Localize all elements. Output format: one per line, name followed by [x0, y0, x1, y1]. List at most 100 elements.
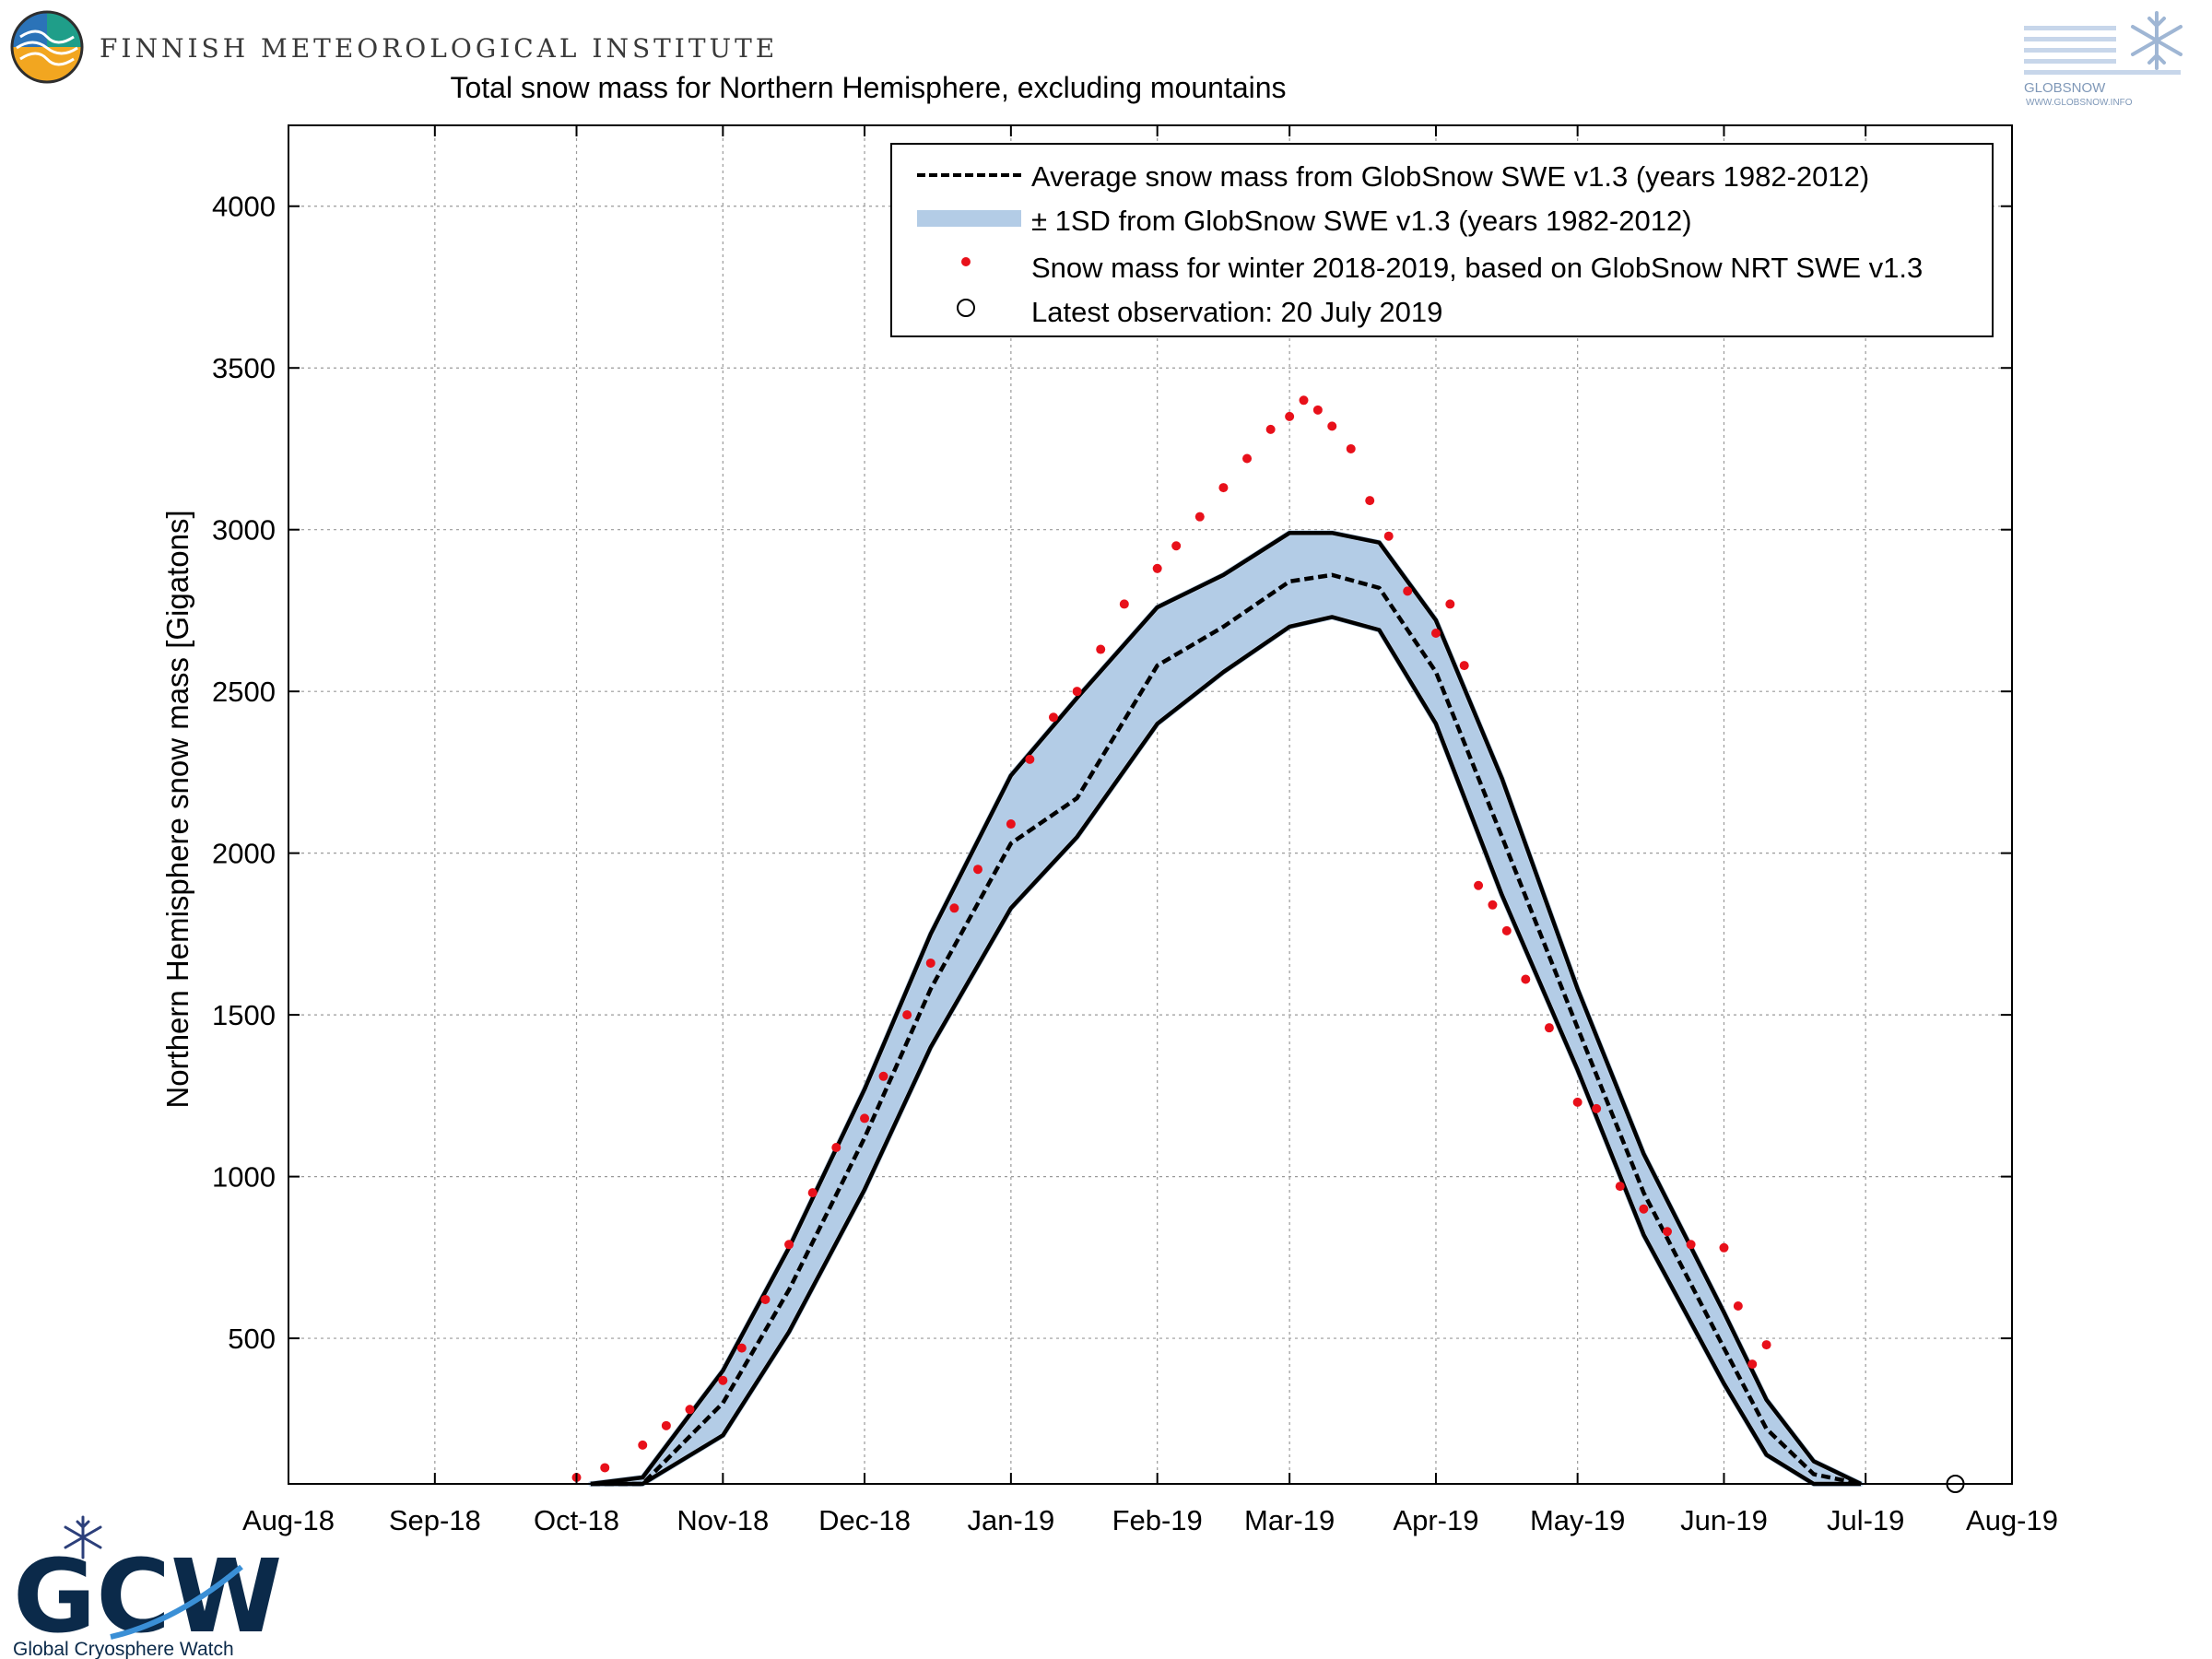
observed-point — [1615, 1182, 1625, 1192]
legend-average-label: Average snow mass from GlobSnow SWE v1.3… — [1031, 160, 1869, 193]
observed-point — [1733, 1300, 1743, 1311]
y-tick-label: 2000 — [212, 838, 276, 870]
observed-point — [760, 1294, 771, 1304]
x-tick-label: Oct-18 — [534, 1504, 619, 1536]
observed-point — [1072, 687, 1082, 697]
observed-point — [1218, 483, 1229, 493]
x-tick-label: Jul-19 — [1827, 1504, 1904, 1536]
observed-point — [1327, 421, 1337, 431]
x-tick-label: Aug-18 — [242, 1504, 335, 1536]
legend-latest-swatch — [957, 299, 975, 317]
observed-point — [784, 1240, 794, 1250]
observed-point — [1501, 925, 1512, 935]
observed-point — [1403, 586, 1413, 596]
average-line — [590, 572, 1862, 1487]
observed-point — [1242, 453, 1253, 464]
observed-point — [718, 1375, 728, 1385]
gcw-logo: GCW Global Cryosphere Watch — [13, 1515, 282, 1659]
x-tick-label: Sep-18 — [389, 1504, 481, 1536]
globsnow-name: GLOBSNOW — [2024, 80, 2106, 96]
y-tick-label: 1500 — [212, 999, 276, 1031]
observed-point — [1365, 496, 1375, 506]
observed-point — [1663, 1227, 1672, 1237]
observed-point — [1285, 411, 1295, 421]
observed-point — [1096, 644, 1106, 654]
observed-point — [949, 903, 959, 913]
x-tick-label: May-19 — [1530, 1504, 1625, 1536]
observed-point — [1719, 1242, 1729, 1253]
observed-point — [860, 1113, 870, 1124]
observed-point — [1686, 1240, 1696, 1250]
y-axis-label: Northern Hemisphere snow mass [Gigatons] — [160, 510, 194, 1108]
observed-point — [1459, 661, 1469, 671]
axis-ticks — [288, 125, 2013, 1484]
gcw-acronym: GCW — [13, 1537, 282, 1655]
observed-point — [1312, 405, 1323, 415]
observed-point — [1572, 1097, 1583, 1107]
gcw-snowflake-icon — [64, 1515, 102, 1559]
observed-point — [925, 958, 935, 968]
y-tick-label: 4000 — [212, 191, 276, 223]
observed-point — [638, 1440, 648, 1450]
legend-latest-label: Latest observation: 20 July 2019 — [1031, 296, 1442, 328]
x-tick-label: Dec-18 — [818, 1504, 911, 1536]
x-tick-labels: Aug-18 Sep-18 Oct-18 Nov-18 Dec-18 Jan-19 Feb-… — [242, 1504, 2058, 1536]
observed-point — [1544, 1023, 1554, 1033]
observed-point — [1474, 880, 1484, 890]
observed-point — [1171, 541, 1182, 551]
observed-point — [1639, 1204, 1649, 1214]
grid-lines — [288, 125, 2012, 1484]
legend-band-label: ± 1SD from GlobSnow SWE v1.3 (years 1982… — [1031, 205, 1692, 237]
observed-point — [902, 1010, 912, 1020]
observed-point — [807, 1188, 818, 1198]
globsnow-logo: GLOBSNOW WWW.GLOBSNOW.INFO — [2024, 11, 2183, 108]
legend: Average snow mass from GlobSnow SWE v1.3… — [890, 143, 1994, 337]
gcw-name: Global Cryosphere Watch — [13, 1639, 234, 1659]
legend-observed-label: Snow mass for winter 2018-2019, based on… — [1031, 252, 1923, 284]
observed-point — [1383, 531, 1394, 541]
observed-point — [1194, 512, 1205, 522]
y-tick-label: 2500 — [212, 676, 276, 708]
observed-point — [1025, 754, 1035, 764]
x-tick-label: Jun-19 — [1680, 1504, 1768, 1536]
y-tick-label: 1000 — [212, 1161, 276, 1194]
fmi-org-name: FINNISH METEOROLOGICAL INSTITUTE — [100, 33, 778, 64]
observed-point — [1265, 424, 1276, 434]
observed-point — [1761, 1340, 1771, 1350]
legend-box — [890, 143, 1994, 337]
observed-point — [878, 1071, 888, 1081]
globsnow-stripes-icon — [2024, 26, 2181, 75]
x-tick-label: Aug-19 — [1966, 1504, 2058, 1536]
fmi-logo: FINNISH METEOROLOGICAL INSTITUTE — [10, 10, 778, 84]
y-tick-label: 3500 — [212, 352, 276, 384]
observed-point — [831, 1143, 841, 1153]
observed-point — [1592, 1103, 1602, 1113]
snowflake-icon — [2131, 11, 2183, 70]
observed-point — [1006, 819, 1016, 830]
observed-point — [685, 1405, 695, 1415]
chart-title: Total snow mass for Northern Hemisphere,… — [450, 71, 1286, 104]
observed-point — [1747, 1359, 1758, 1370]
legend-observed-swatch — [961, 257, 971, 266]
observed-point — [661, 1420, 671, 1430]
observed-point — [736, 1343, 747, 1353]
y-tick-labels: 500 1000 1500 2000 2500 3000 3500 4000 — [212, 191, 276, 1355]
observed-point — [1430, 628, 1441, 638]
x-tick-label: Apr-19 — [1393, 1504, 1478, 1536]
observed-point — [973, 865, 982, 875]
x-tick-label: Jan-19 — [967, 1504, 1054, 1536]
globsnow-url: WWW.GLOBSNOW.INFO — [2026, 98, 2133, 108]
observed-point — [1119, 599, 1129, 609]
observed-point — [1048, 712, 1058, 723]
observed-point — [1521, 974, 1531, 984]
observed-point — [1299, 395, 1309, 406]
gcw-swoosh-icon — [110, 1564, 243, 1640]
observed-point — [1346, 443, 1356, 453]
observed-point — [1488, 900, 1498, 910]
x-tick-label: Feb-19 — [1112, 1504, 1203, 1536]
observed-point — [1152, 563, 1162, 573]
x-tick-label: Mar-19 — [1244, 1504, 1335, 1536]
y-tick-label: 500 — [228, 1323, 276, 1355]
series-lines — [590, 530, 1863, 1487]
